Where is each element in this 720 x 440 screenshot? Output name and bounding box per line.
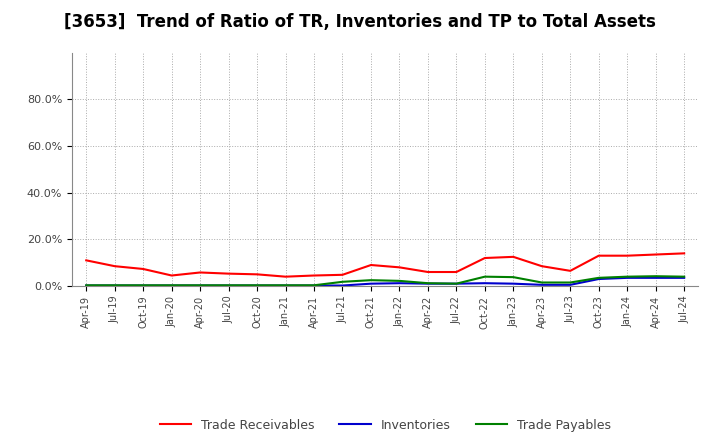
Trade Payables (310, 282, 318, 288)
Trade Receivables (595, 253, 603, 258)
Trade Receivables (253, 271, 261, 277)
Legend: Trade Receivables, Inventories, Trade Payables: Trade Receivables, Inventories, Trade Pa… (155, 414, 616, 436)
Trade Payables (366, 278, 375, 283)
Trade Payables (253, 282, 261, 288)
Inventories (537, 282, 546, 287)
Trade Payables (480, 274, 489, 279)
Trade Payables (139, 282, 148, 288)
Trade Receivables (310, 273, 318, 278)
Trade Payables (509, 275, 518, 280)
Trade Payables (338, 279, 347, 284)
Trade Payables (652, 274, 660, 279)
Trade Payables (566, 280, 575, 285)
Inventories (282, 283, 290, 288)
Text: [3653]  Trend of Ratio of TR, Inventories and TP to Total Assets: [3653] Trend of Ratio of TR, Inventories… (64, 13, 656, 31)
Inventories (110, 283, 119, 288)
Trade Receivables (680, 251, 688, 256)
Inventories (680, 275, 688, 280)
Trade Receivables (480, 255, 489, 260)
Inventories (338, 283, 347, 288)
Trade Receivables (537, 264, 546, 269)
Line: Trade Receivables: Trade Receivables (86, 253, 684, 277)
Inventories (225, 283, 233, 288)
Trade Payables (680, 274, 688, 279)
Trade Payables (196, 282, 204, 288)
Inventories (167, 283, 176, 288)
Trade Payables (423, 281, 432, 286)
Line: Inventories: Inventories (86, 278, 684, 286)
Trade Payables (595, 275, 603, 280)
Trade Receivables (623, 253, 631, 258)
Trade Payables (82, 282, 91, 288)
Inventories (395, 281, 404, 286)
Trade Receivables (452, 269, 461, 275)
Inventories (310, 283, 318, 288)
Trade Receivables (395, 265, 404, 270)
Trade Receivables (196, 270, 204, 275)
Trade Payables (395, 278, 404, 283)
Trade Payables (452, 281, 461, 286)
Inventories (480, 281, 489, 286)
Inventories (509, 281, 518, 286)
Line: Trade Payables: Trade Payables (86, 276, 684, 285)
Trade Payables (110, 282, 119, 288)
Trade Payables (537, 280, 546, 285)
Trade Receivables (225, 271, 233, 276)
Inventories (423, 281, 432, 286)
Inventories (82, 283, 91, 288)
Inventories (652, 275, 660, 280)
Trade Receivables (566, 268, 575, 274)
Trade Payables (225, 282, 233, 288)
Trade Receivables (139, 266, 148, 271)
Trade Receivables (652, 252, 660, 257)
Trade Receivables (338, 272, 347, 278)
Inventories (139, 283, 148, 288)
Trade Payables (167, 282, 176, 288)
Trade Receivables (282, 274, 290, 279)
Inventories (595, 276, 603, 282)
Inventories (196, 283, 204, 288)
Inventories (253, 283, 261, 288)
Trade Receivables (82, 258, 91, 263)
Trade Receivables (366, 262, 375, 268)
Trade Payables (282, 282, 290, 288)
Trade Receivables (167, 273, 176, 278)
Trade Receivables (423, 269, 432, 275)
Trade Payables (623, 274, 631, 279)
Trade Receivables (110, 264, 119, 269)
Trade Receivables (509, 254, 518, 260)
Inventories (566, 282, 575, 287)
Inventories (452, 281, 461, 286)
Inventories (623, 275, 631, 280)
Inventories (366, 281, 375, 286)
